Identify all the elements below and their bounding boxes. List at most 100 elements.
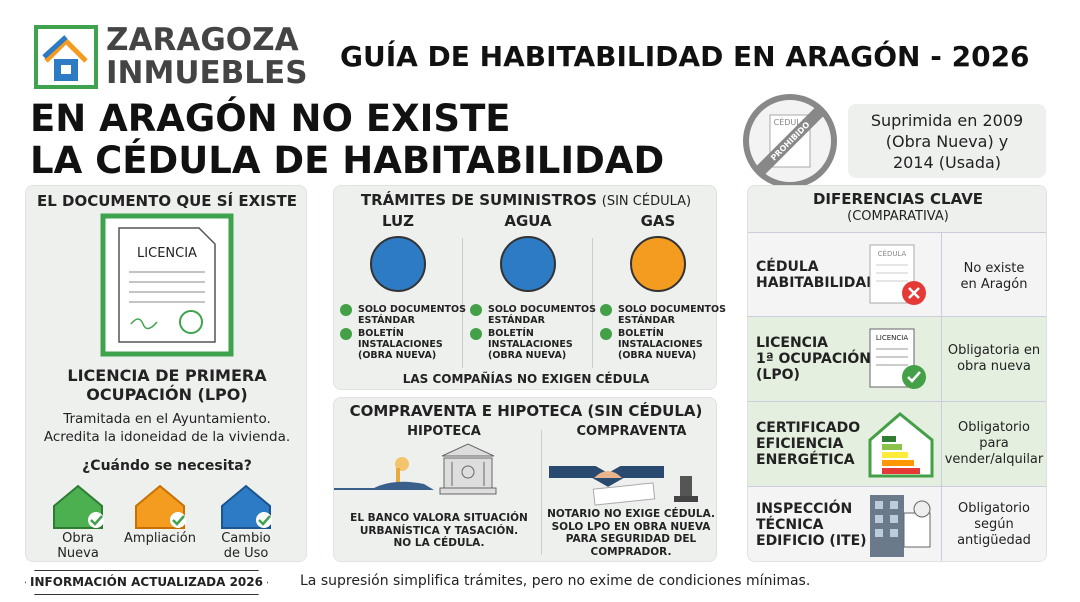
- check-text: BOLETÍN INSTALACIONES (OBRA NUEVA): [618, 328, 728, 361]
- check-icon: [600, 328, 612, 340]
- column-title: HIPOTECA: [407, 424, 481, 439]
- column-text: SOLO LPO EN OBRA NUEVA: [551, 520, 711, 533]
- check-icon: [340, 304, 352, 316]
- row-name: (LPO): [756, 367, 800, 383]
- differences-panel: DIFERENCIAS CLAVE (COMPARATIVA) CÉDULA HA…: [747, 185, 1047, 562]
- check-line: ESTÁNDAR: [488, 315, 545, 326]
- row-name: CERTIFICADO: [756, 420, 861, 436]
- check-line: SOLO DOCUMENTOS: [488, 304, 596, 315]
- utility-icon: [500, 236, 556, 292]
- check-line: INSTALACIONES: [618, 339, 703, 350]
- check-icon: [470, 304, 482, 316]
- panel-title: DIFERENCIAS CLAVE: [812, 190, 984, 208]
- utility-icon: [630, 236, 686, 292]
- row-status: Obligatorio: [958, 501, 1030, 516]
- check-line: (OBRA NUEVA): [358, 350, 437, 361]
- row-name: TÉCNICA: [756, 517, 824, 533]
- row-status: Obligatoria en: [947, 343, 1041, 358]
- sales-panel: COMPRAVENTA E HIPOTECA (SIN CÉDULA) HIPO…: [333, 397, 717, 562]
- panel-title: TRÁMITES DE SUMINISTROS: [360, 191, 597, 209]
- row-icon: [868, 412, 934, 478]
- license-doc: LICENCIA: [100, 213, 234, 357]
- row-name: HABITABILIDAD: [756, 275, 878, 291]
- panel-subtitle: (COMPARATIVA): [847, 209, 949, 224]
- check-line: BOLETÍN: [488, 328, 534, 339]
- row-status: según: [974, 517, 1014, 532]
- row-name: ENERGÉTICA: [756, 452, 855, 468]
- question: ¿Cuándo se necesita?: [82, 458, 252, 474]
- row-name: INSPECCIÓN: [756, 501, 853, 517]
- check-icon: [600, 304, 612, 316]
- document-panel: EL DOCUMENTO QUE SÍ EXISTE LICENCIA LICE…: [25, 185, 307, 562]
- case-label: Obra: [62, 531, 94, 546]
- icon-label: LICENCIA: [876, 334, 908, 342]
- row-status: en Aragón: [960, 277, 1028, 292]
- check-text: BOLETÍN INSTALACIONES (OBRA NUEVA): [358, 328, 468, 361]
- note-box: Suprimida en 2009 (Obra Nueva) y 2014 (U…: [848, 104, 1046, 178]
- row-icon: LICENCIA: [869, 328, 926, 389]
- case-label: Ampliación: [124, 531, 196, 546]
- check-icon: [470, 328, 482, 340]
- column-title: COMPRAVENTA: [576, 424, 687, 439]
- row-icon: [870, 495, 931, 557]
- house-icons: [53, 484, 272, 529]
- logo-text: ZARAGOZA: [106, 22, 299, 58]
- check-line: INSTALACIONES: [488, 339, 573, 350]
- case-label: Cambio: [221, 531, 271, 546]
- footer-note: La supresión simplifica trámites, pero n…: [300, 573, 811, 589]
- note-line: (Obra Nueva) y: [885, 132, 1009, 151]
- utility-icon: [370, 236, 426, 292]
- doc-name: OCUPACIÓN (LPO): [86, 385, 248, 404]
- row-status: vender/alquilar: [944, 452, 1044, 467]
- doc-label: LICENCIA: [137, 246, 197, 261]
- doc-desc: Acredita la idoneidad de la vivienda.: [43, 429, 291, 445]
- row-name: CÉDULA: [756, 259, 819, 275]
- check-text: SOLO DOCUMENTOS ESTÁNDAR: [488, 304, 598, 326]
- row-icon: CÉDULA: [869, 244, 926, 305]
- check-line: ESTÁNDAR: [618, 315, 675, 326]
- divider: [462, 238, 463, 368]
- utility-name: GAS: [640, 212, 676, 230]
- page-title: GUÍA DE HABITABILIDAD EN ARAGÓN - 2026: [340, 40, 1030, 73]
- panel-title: EL DOCUMENTO QUE SÍ EXISTE: [36, 192, 298, 210]
- check-line: (OBRA NUEVA): [488, 350, 567, 361]
- check-text: BOLETÍN INSTALACIONES (OBRA NUEVA): [488, 328, 598, 361]
- footer-badge: INFORMACIÓN ACTUALIZADA 2026: [25, 570, 268, 595]
- note-line: Suprimida en 2009: [870, 111, 1024, 130]
- row-name: EFICIENCIA: [756, 436, 844, 452]
- diff-row: INSPECCIÓN TÉCNICA EDIFICIO (ITE) Obligato…: [748, 486, 1046, 561]
- doc-desc: Tramitada en el Ayuntamiento.: [63, 411, 271, 427]
- utility-name: LUZ: [381, 212, 415, 230]
- utilities-panel: TRÁMITES DE SUMINISTROS (SIN CÉDULA) LUZ…: [333, 185, 726, 390]
- check-text: SOLO DOCUMENTOS ESTÁNDAR: [618, 304, 728, 326]
- check-line: BOLETÍN: [358, 328, 404, 339]
- diff-row: CÉDULA HABITABILIDAD CÉDULA No existe en A…: [748, 232, 1046, 316]
- row-name: LICENCIA: [756, 335, 829, 351]
- check-line: SOLO DOCUMENTOS: [618, 304, 726, 315]
- row-status: Obligatorio: [958, 420, 1030, 435]
- check-text: SOLO DOCUMENTOS ESTÁNDAR: [358, 304, 468, 326]
- check-icon: [340, 328, 352, 340]
- panel-title-note: (SIN CÉDULA): [601, 194, 692, 209]
- case-label: Nueva: [57, 546, 99, 561]
- headline: EN ARAGÓN NO EXISTE: [30, 97, 511, 140]
- row-name: 1ª OCUPACIÓN: [756, 351, 871, 367]
- utilities-footer: LAS COMPAÑÍAS NO EXIGEN CÉDULA: [402, 372, 650, 386]
- row-status: para: [979, 436, 1009, 451]
- headline: LA CÉDULA DE HABITABILIDAD: [30, 139, 665, 182]
- logo-text: INMUEBLES: [106, 55, 308, 91]
- icon-label: CÉDULA: [878, 249, 907, 258]
- column-text: PARA SEGURIDAD DEL: [565, 533, 697, 545]
- check-line: (OBRA NUEVA): [618, 350, 697, 361]
- column-text: EL BANCO VALORA SITUACIÓN: [350, 512, 528, 524]
- row-status: obra nueva: [957, 359, 1031, 374]
- stamp-doc: CÉDULA: [774, 116, 807, 127]
- diff-row: LICENCIA 1ª OCUPACIÓN (LPO) LICENCIA Oblig…: [748, 316, 1046, 401]
- check-line: ESTÁNDAR: [358, 315, 415, 326]
- stamp: CÉDULA PROHIBIDO: [743, 94, 837, 188]
- doc-name: LICENCIA DE PRIMERA: [67, 366, 267, 385]
- column-text: NOTARIO NO EXIGE CÉDULA.: [547, 508, 715, 520]
- check-line: INSTALACIONES: [358, 339, 443, 350]
- divider: [541, 430, 542, 555]
- check-line: SOLO DOCUMENTOS: [358, 304, 466, 315]
